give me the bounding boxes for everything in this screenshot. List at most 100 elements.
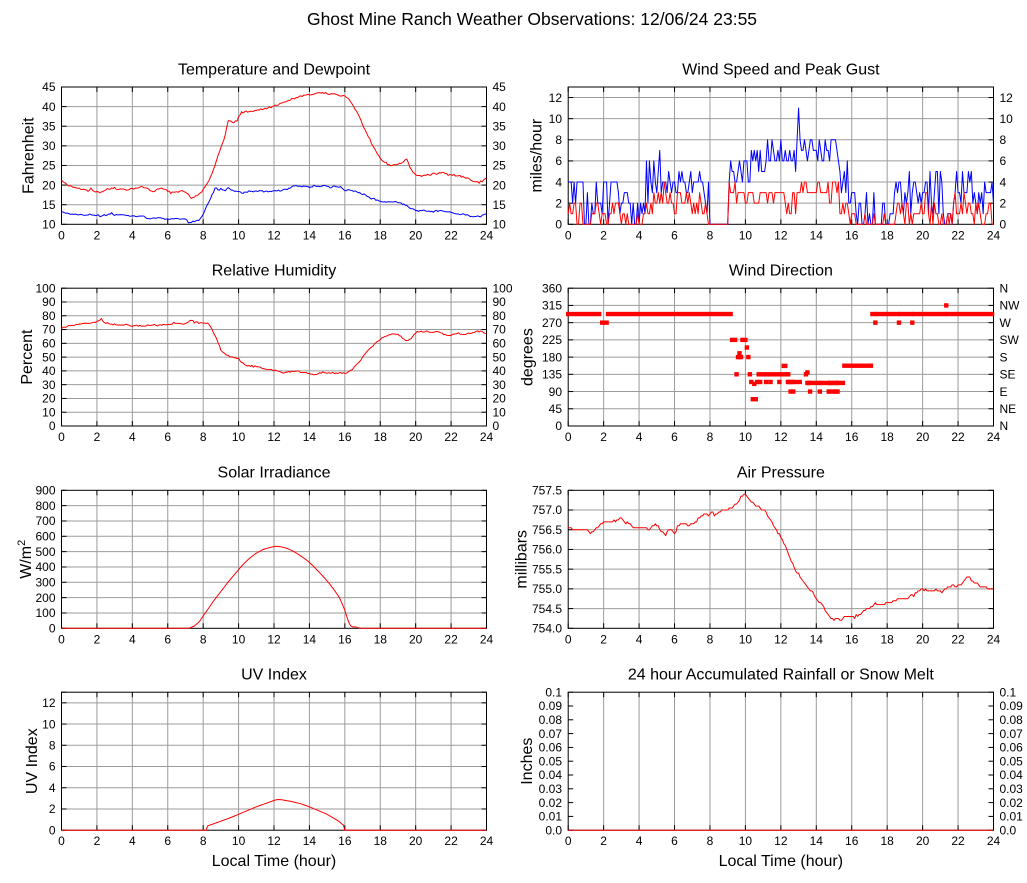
svg-text:360: 360 <box>542 281 562 295</box>
svg-text:8: 8 <box>200 834 207 848</box>
svg-text:6: 6 <box>671 228 678 242</box>
svg-text:14: 14 <box>810 228 824 242</box>
svg-text:60: 60 <box>493 337 507 351</box>
svg-text:6: 6 <box>671 632 678 646</box>
svg-text:22: 22 <box>444 430 458 444</box>
svg-text:12: 12 <box>774 834 788 848</box>
svg-text:40: 40 <box>493 364 507 378</box>
svg-text:24: 24 <box>480 430 494 444</box>
svg-text:8: 8 <box>707 632 714 646</box>
svg-text:16: 16 <box>338 228 352 242</box>
svg-text:22: 22 <box>444 632 458 646</box>
svg-text:22: 22 <box>444 228 458 242</box>
svg-text:W/m2: W/m2 <box>16 540 35 579</box>
svg-text:4: 4 <box>636 430 643 444</box>
svg-text:2: 2 <box>94 834 101 848</box>
svg-text:35: 35 <box>493 119 507 133</box>
svg-text:18: 18 <box>880 632 894 646</box>
svg-text:700: 700 <box>35 514 55 528</box>
svg-text:10: 10 <box>739 632 753 646</box>
svg-text:754.5: 754.5 <box>532 602 562 616</box>
svg-text:8: 8 <box>555 133 562 147</box>
svg-text:4: 4 <box>636 834 643 848</box>
svg-text:25: 25 <box>42 159 56 173</box>
svg-text:6: 6 <box>164 430 171 444</box>
svg-text:4: 4 <box>129 430 136 444</box>
svg-text:10: 10 <box>739 430 753 444</box>
svg-text:400: 400 <box>35 560 55 574</box>
svg-text:16: 16 <box>845 834 859 848</box>
svg-text:757.5: 757.5 <box>532 484 562 498</box>
svg-text:20: 20 <box>409 228 423 242</box>
svg-text:0.0: 0.0 <box>1000 823 1017 837</box>
svg-text:8: 8 <box>200 632 207 646</box>
svg-text:10: 10 <box>1000 112 1014 126</box>
svg-text:0: 0 <box>493 419 500 433</box>
svg-text:40: 40 <box>493 100 507 114</box>
svg-text:Wind Speed and Peak Gust: Wind Speed and Peak Gust <box>682 61 880 78</box>
svg-text:2: 2 <box>1000 196 1007 210</box>
svg-text:NW: NW <box>1000 299 1021 313</box>
svg-text:Local Time (hour): Local Time (hour) <box>719 853 844 870</box>
svg-text:4: 4 <box>555 175 562 189</box>
svg-text:6: 6 <box>164 228 171 242</box>
svg-text:SE: SE <box>1000 368 1016 382</box>
svg-text:90: 90 <box>42 295 56 309</box>
svg-text:N: N <box>1000 419 1009 433</box>
svg-text:0.03: 0.03 <box>539 782 563 796</box>
svg-text:4: 4 <box>1000 175 1007 189</box>
svg-text:10: 10 <box>549 112 563 126</box>
svg-text:24: 24 <box>987 228 1001 242</box>
svg-text:135: 135 <box>542 368 562 382</box>
svg-text:24: 24 <box>480 834 494 848</box>
svg-text:8: 8 <box>200 228 207 242</box>
svg-text:300: 300 <box>35 576 55 590</box>
svg-text:225: 225 <box>542 333 562 347</box>
svg-text:500: 500 <box>35 545 55 559</box>
svg-text:30: 30 <box>493 378 507 392</box>
svg-text:0.07: 0.07 <box>1000 727 1024 741</box>
svg-text:0: 0 <box>49 823 56 837</box>
svg-text:10: 10 <box>42 717 56 731</box>
svg-text:45: 45 <box>493 80 507 94</box>
svg-text:24: 24 <box>480 632 494 646</box>
svg-text:12: 12 <box>774 430 788 444</box>
svg-text:0: 0 <box>58 632 65 646</box>
svg-text:10: 10 <box>493 405 507 419</box>
svg-text:N: N <box>1000 281 1009 295</box>
svg-text:0.1: 0.1 <box>1000 685 1017 699</box>
svg-text:90: 90 <box>493 295 507 309</box>
svg-text:0.01: 0.01 <box>1000 810 1024 824</box>
svg-text:80: 80 <box>493 309 507 323</box>
svg-text:20: 20 <box>916 430 930 444</box>
svg-text:14: 14 <box>303 834 317 848</box>
svg-text:0.05: 0.05 <box>1000 754 1024 768</box>
svg-text:0.02: 0.02 <box>539 796 563 810</box>
svg-text:50: 50 <box>42 350 56 364</box>
svg-text:30: 30 <box>493 139 507 153</box>
svg-text:Solar Irradiance: Solar Irradiance <box>218 465 331 482</box>
svg-text:70: 70 <box>42 323 56 337</box>
svg-text:0.02: 0.02 <box>1000 796 1024 810</box>
svg-text:10: 10 <box>232 834 246 848</box>
svg-text:16: 16 <box>845 430 859 444</box>
svg-text:10: 10 <box>493 218 507 232</box>
svg-text:22: 22 <box>951 228 965 242</box>
svg-text:16: 16 <box>338 430 352 444</box>
svg-text:0: 0 <box>49 419 56 433</box>
svg-text:0: 0 <box>555 419 562 433</box>
svg-text:70: 70 <box>493 323 507 337</box>
svg-text:12: 12 <box>1000 91 1014 105</box>
svg-text:45: 45 <box>42 80 56 94</box>
svg-text:0.08: 0.08 <box>539 713 563 727</box>
svg-text:2: 2 <box>49 802 56 816</box>
svg-text:200: 200 <box>35 591 55 605</box>
svg-text:6: 6 <box>164 632 171 646</box>
svg-text:2: 2 <box>94 632 101 646</box>
svg-text:UV Index: UV Index <box>241 667 307 684</box>
svg-text:6: 6 <box>555 154 562 168</box>
svg-text:2: 2 <box>555 196 562 210</box>
svg-text:24: 24 <box>987 834 1001 848</box>
svg-text:180: 180 <box>542 350 562 364</box>
svg-text:miles/hour: miles/hour <box>529 118 546 192</box>
